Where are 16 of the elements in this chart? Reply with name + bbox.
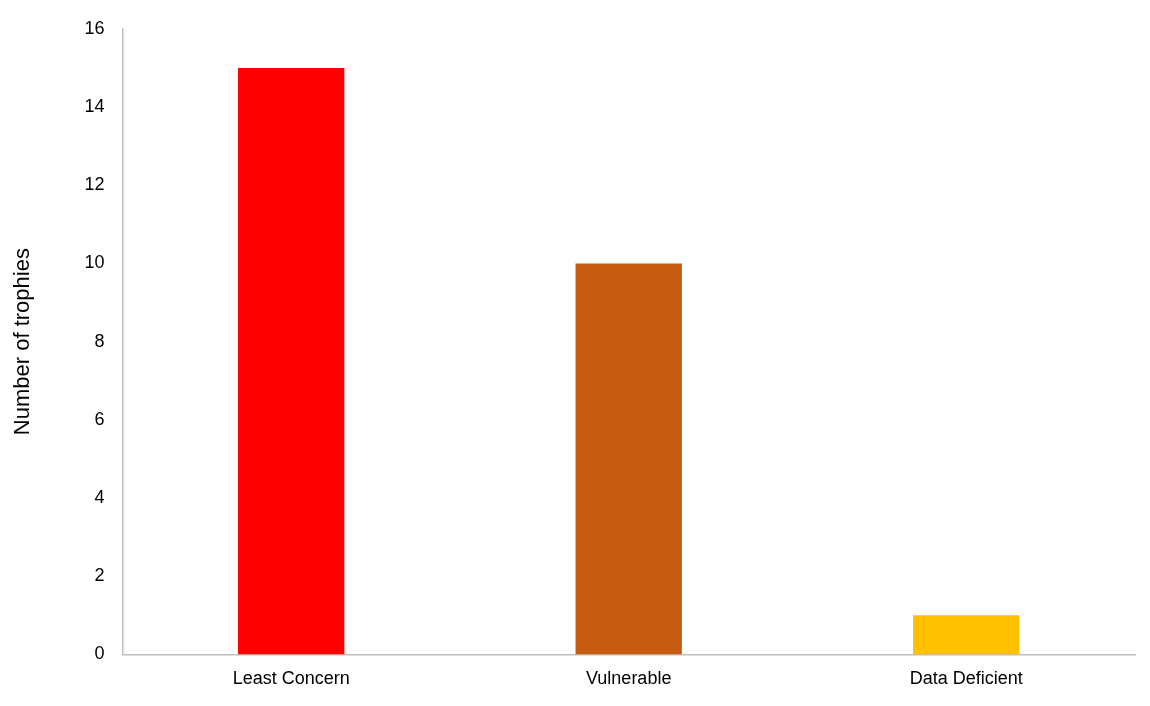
- y-tick-label: 12: [84, 174, 105, 195]
- y-tick-label: 6: [94, 408, 105, 429]
- y-tick-label: 16: [84, 17, 105, 38]
- bar: [913, 615, 1020, 655]
- x-tick-label: Data Deficient: [909, 668, 1023, 689]
- y-tick-label: 8: [94, 330, 105, 351]
- y-tick-label: 4: [94, 486, 105, 507]
- y-tick-label: 2: [94, 565, 105, 586]
- y-tick-label: 0: [94, 643, 105, 664]
- y-axis-title: Number of trophies: [9, 248, 35, 436]
- bar: [575, 263, 682, 655]
- x-tick-label: Least Concern: [232, 668, 350, 689]
- x-tick-label: Vulnerable: [586, 668, 672, 689]
- bar: [238, 67, 345, 655]
- y-tick-label: 10: [84, 252, 105, 273]
- y-tick-label: 14: [84, 95, 105, 116]
